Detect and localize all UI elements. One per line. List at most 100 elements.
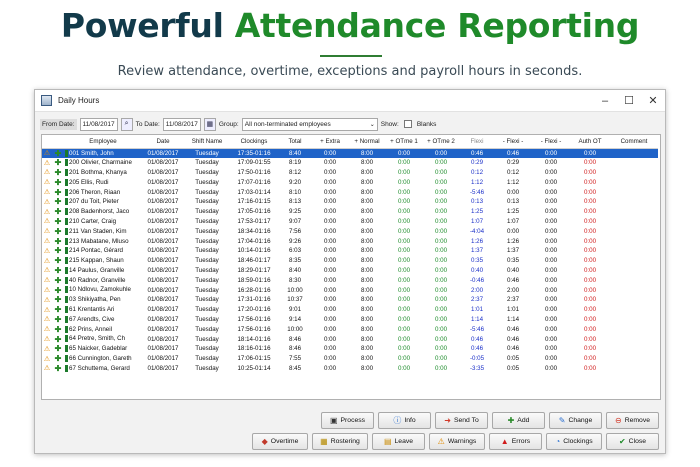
add-row-icon[interactable]: ✚ (54, 207, 62, 217)
table-row[interactable]: ⚠ ✚ 207 du Toit, Pieter 01/08/2017 Tuesday 17… (42, 197, 658, 207)
add-row-icon[interactable]: ✚ (54, 334, 62, 344)
column-header[interactable]: + OTme 2 (422, 135, 460, 149)
add-button[interactable]: ✚ Add (492, 412, 545, 429)
table-row[interactable]: ⚠ ✚ 10 Ndlovu, Zamokuhle 01/08/2017 Tuesday 1… (42, 285, 658, 295)
column-header[interactable]: Shift Name (184, 135, 230, 149)
table-row[interactable]: ⚠ ✚ 67 Arendts, Cive 01/08/2017 Tuesday 17:56… (42, 315, 658, 325)
errors-button[interactable]: ▲ Errors (489, 433, 542, 450)
table-row[interactable]: ⚠ ✚ 14 Paulus, Granville 01/08/2017 Tuesday 1… (42, 266, 658, 276)
table-row[interactable]: ⚠ ✚ 206 Theron, Riaan 01/08/2017 Tuesday 17:0… (42, 187, 658, 197)
column-header[interactable]: Date (142, 135, 184, 149)
maximize-icon[interactable]: ☐ (624, 95, 634, 107)
column-header[interactable]: Flexi (460, 135, 494, 149)
column-header[interactable]: Clockings (230, 135, 278, 149)
group-select[interactable]: All non-terminated employees ⌄ (241, 117, 378, 131)
column-header[interactable]: Employee (64, 135, 142, 149)
column-header[interactable] (42, 135, 52, 149)
button-label: Remove (624, 417, 650, 424)
table-row[interactable]: ⚠ ✚ 65 Naicker, Gadeblar 01/08/2017 Tuesday 1… (42, 344, 658, 354)
add-row-icon[interactable]: ✚ (54, 148, 62, 158)
table-row[interactable]: ⚠ ✚ 200 Olivier, Charmaine 01/08/2017 Tuesda… (42, 158, 658, 168)
extra-cell: 0:00 (323, 335, 337, 343)
table-row[interactable]: ⚠ ✚ 211 Van Staden, Kim 01/08/2017 Tuesday 18… (42, 226, 658, 236)
column-header[interactable]: Auth OT (570, 135, 610, 149)
blanks-checkbox[interactable] (403, 120, 412, 128)
table-row[interactable]: ⚠ ✚ 213 Mabatane, Mluso 01/08/2017 Tuesday 17… (42, 236, 658, 246)
button-label: Warnings (447, 438, 477, 445)
comment-cell (610, 187, 658, 197)
add-row-icon[interactable]: ✚ (54, 265, 62, 275)
remove-button[interactable]: ⊖ Remove (606, 412, 659, 429)
column-header[interactable]: - Flexi - (532, 135, 570, 149)
total-cell: 9:20 (288, 178, 302, 186)
column-header[interactable]: Total (278, 135, 312, 149)
table-row[interactable]: ⚠ ✚ 215 Kappan, Shaun 01/08/2017 Tuesday 18:4… (42, 256, 658, 266)
to-date-input[interactable]: 11/08/2017 (162, 117, 201, 131)
info-button[interactable]: ⓘ Info (378, 412, 431, 429)
column-header[interactable] (52, 135, 64, 149)
add-row-icon[interactable]: ✚ (54, 226, 62, 236)
table-row[interactable]: ⚠ ✚ 001 Smith, John 01/08/2017 Tuesday 17:35-… (42, 148, 658, 158)
add-row-icon[interactable]: ✚ (54, 314, 62, 324)
table-row[interactable]: ⚠ ✚ 208 Badenhorst, Jaco 01/08/2017 Tuesday 1… (42, 207, 658, 217)
close-window-icon[interactable]: ✕ (648, 95, 658, 107)
warnings-button[interactable]: ⚠ Warnings (429, 433, 485, 450)
search-icon[interactable]: ⌕ (120, 117, 133, 131)
window-titlebar[interactable]: Daily Hours – ☐ ✕ (35, 90, 665, 112)
table-row[interactable]: ⚠ ✚ 62 Prins, Anneil 01/08/2017 Tuesday 17:56… (42, 324, 658, 334)
table-row[interactable]: ⚠ ✚ 03 Shikiyatha, Pen 01/08/2017 Tuesday 17:… (42, 295, 658, 305)
column-header[interactable]: - Flexi - (494, 135, 532, 149)
group-label: Group: (218, 120, 239, 128)
shift-cell: Tuesday (195, 247, 219, 255)
daily-hours-grid[interactable]: Employee Date Shift Name Clockings Total + Ex… (41, 134, 661, 400)
add-row-icon[interactable]: ✚ (54, 363, 62, 373)
shift-cell: Tuesday (195, 188, 219, 196)
add-row-icon[interactable]: ✚ (54, 285, 62, 295)
send-to-button[interactable]: ➜ Send To (435, 412, 488, 429)
add-row-icon[interactable]: ✚ (54, 305, 62, 315)
add-row-icon[interactable]: ✚ (54, 167, 62, 177)
add-row-icon[interactable]: ✚ (54, 187, 62, 197)
flexi3-cell: 0:00 (544, 296, 558, 304)
add-row-icon[interactable]: ✚ (54, 295, 62, 305)
process-button[interactable]: ▣ Process (321, 412, 374, 429)
add-row-icon[interactable]: ✚ (54, 324, 62, 334)
column-header[interactable]: + OTme 1 (386, 135, 422, 149)
add-row-icon[interactable]: ✚ (54, 177, 62, 187)
calendar-icon[interactable]: ▦ (203, 117, 216, 131)
add-row-icon[interactable]: ✚ (54, 236, 62, 246)
table-row[interactable]: ⚠ ✚ 210 Carter, Craig 01/08/2017 Tuesday 17:5… (42, 217, 658, 227)
add-row-icon[interactable]: ✚ (54, 246, 62, 256)
table-row[interactable]: ⚠ ✚ 67 Schuttema, Gerard 01/08/2017 Tuesday 1… (42, 364, 658, 374)
change-button[interactable]: ✎ Change (549, 412, 602, 429)
clockings-button[interactable]: ◔ Clockings (546, 433, 602, 450)
table-row[interactable]: ⚠ ✚ 214 Pontac, Gérard 01/08/2017 Tuesday 10:… (42, 246, 658, 256)
add-row-icon[interactable]: ✚ (54, 344, 62, 354)
rostering-button[interactable]: ▦ Rostering (312, 433, 368, 450)
table-row[interactable]: ⚠ ✚ 66 Cunnington, Gareth 01/08/2017 Tuesday… (42, 354, 658, 364)
from-date-input[interactable]: 11/08/2017 (79, 117, 118, 131)
ot1-cell: 0:00 (397, 159, 411, 167)
table-row[interactable]: ⚠ ✚ 205 Ellis, Rudi 01/08/2017 Tuesday 17:07-… (42, 177, 658, 187)
add-row-icon[interactable]: ✚ (54, 275, 62, 285)
column-header[interactable]: + Extra (312, 135, 348, 149)
column-header[interactable]: + Normal (348, 135, 386, 149)
table-row[interactable]: ⚠ ✚ 40 Radnor, Granville 01/08/2017 Tuesday 1… (42, 275, 658, 285)
column-header[interactable]: Comment (610, 135, 658, 149)
table-row[interactable]: ⚠ ✚ 61 Krentantis Ari 01/08/2017 Tuesday 17:2… (42, 305, 658, 315)
flexi3-cell: 0:00 (544, 266, 558, 274)
flexi3-cell: 0:00 (544, 168, 558, 176)
add-row-icon[interactable]: ✚ (54, 216, 62, 226)
add-row-icon[interactable]: ✚ (54, 197, 62, 207)
add-row-icon[interactable]: ✚ (54, 256, 62, 266)
overtime-button[interactable]: ◆ Overtime (252, 433, 308, 450)
close-button[interactable]: ✔ Close (606, 433, 659, 450)
add-row-icon[interactable]: ✚ (54, 354, 62, 364)
add-row-icon[interactable]: ✚ (54, 158, 62, 168)
extra-cell: 0:00 (312, 148, 348, 158)
flexi-cell: 0:29 (470, 159, 484, 167)
leave-button[interactable]: ▤ Leave (372, 433, 425, 450)
table-row[interactable]: ⚠ ✚ 64 Pretre, Smith, Ch 01/08/2017 Tuesday 1… (42, 334, 658, 344)
table-row[interactable]: ⚠ ✚ 201 Bothma, Khanya 01/08/2017 Tuesday 17:… (42, 168, 658, 178)
minimize-icon[interactable]: – (601, 94, 609, 107)
